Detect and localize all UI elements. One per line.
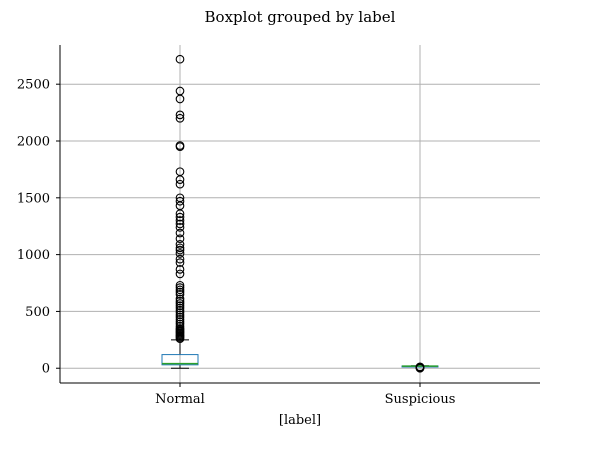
box-group-suspicious [401, 362, 439, 373]
outlier-point [175, 315, 185, 324]
y-tick-label: 2000 [17, 135, 50, 150]
y-tick-label: 1500 [17, 191, 50, 206]
box-group-normal [161, 54, 199, 369]
x-tick-label: Suspicious [385, 392, 456, 407]
outlier-point [175, 321, 185, 331]
y-tick-label: 500 [25, 305, 50, 320]
outlier-point [175, 113, 185, 123]
grid-lines [60, 45, 540, 383]
plot-area [161, 54, 439, 373]
y-tick-label: 0 [42, 362, 50, 377]
outlier-point [175, 305, 185, 315]
outlier-point [175, 303, 185, 313]
outlier-point [175, 222, 185, 232]
outlier-point [175, 287, 185, 297]
outlier-point [175, 283, 185, 292]
outlier-point [175, 234, 185, 244]
outlier-point [175, 301, 185, 311]
outlier-point [175, 265, 185, 274]
outlier-point [175, 296, 185, 306]
outlier-point [175, 280, 185, 290]
box-iqr [161, 354, 199, 366]
outlier-point [175, 312, 185, 322]
outlier-point [175, 285, 185, 295]
y-tick-label: 2500 [17, 78, 50, 93]
outlier-point [175, 228, 185, 238]
outlier-point [175, 219, 185, 229]
outlier-point [175, 317, 185, 326]
outlier-point [175, 269, 185, 279]
x-axis-label: [label] [279, 413, 321, 428]
outlier-point [175, 193, 185, 203]
outlier-point [175, 290, 185, 299]
outlier-point [175, 299, 185, 308]
outlier-point [175, 179, 185, 189]
x-tick-label: Normal [155, 392, 205, 407]
outlier-point [175, 216, 185, 225]
outlier-point [175, 86, 185, 96]
outlier-point [175, 308, 185, 317]
axes: 0 500 1000 1500 2000 2500 Normal Suspicious [17, 45, 540, 407]
y-tick-label: 1000 [17, 248, 50, 263]
outlier-point [175, 319, 185, 329]
outlier-point [175, 258, 185, 267]
outlier-point [175, 212, 185, 222]
outlier-point [175, 249, 185, 258]
outlier-point [415, 362, 425, 372]
outlier-point [175, 245, 185, 255]
outlier-point [175, 254, 185, 264]
outlier-point [175, 243, 185, 253]
outlier-point [175, 110, 185, 120]
outlier-point [175, 240, 185, 249]
outlier-point [175, 141, 185, 150]
outlier-point [175, 324, 185, 333]
outlier-point [175, 196, 185, 206]
outlier-point [175, 310, 185, 320]
chart-title: Boxplot grouped by label [205, 8, 396, 26]
outlier-point [175, 167, 185, 177]
outlier-point [175, 54, 185, 64]
outlier-point [175, 294, 185, 304]
